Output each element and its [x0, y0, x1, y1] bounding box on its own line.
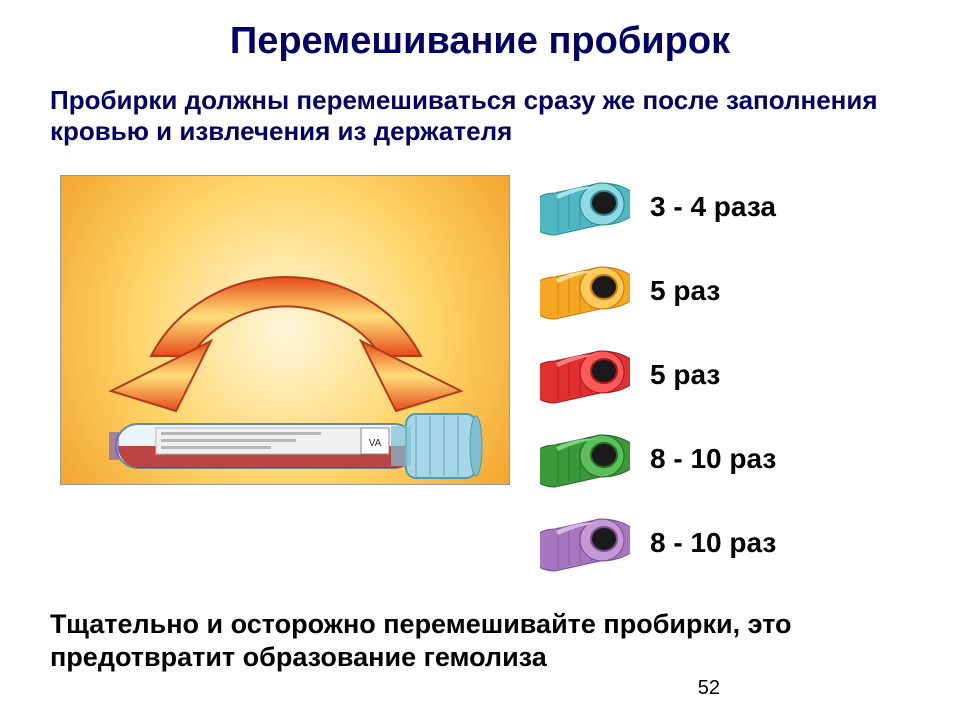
- footer-text: Тщательно и осторожно перемешивайте проб…: [50, 608, 910, 676]
- slide-subtitle: Пробирки должны перемешиваться сразу же …: [50, 85, 910, 147]
- tube-cap-icon: [540, 259, 630, 323]
- mixing-illustration: VA: [60, 175, 510, 485]
- slide-title: Перемешивание пробирок: [0, 20, 960, 63]
- tube-cap-icon: [540, 175, 630, 239]
- cap-label: 5 раз: [650, 359, 720, 391]
- tube-cap-icon: [540, 343, 630, 407]
- cap-label: 3 - 4 раза: [650, 191, 776, 223]
- cap-row: 8 - 10 раз: [540, 511, 940, 575]
- cap-list: 3 - 4 раза 5 раз 5 раз 8 - 10 раз 8 - 10 раз: [540, 175, 940, 595]
- cap-row: 5 раз: [540, 259, 940, 323]
- cap-label: 8 - 10 раз: [650, 527, 776, 559]
- cap-row: 5 раз: [540, 343, 940, 407]
- cap-row: 3 - 4 раза: [540, 175, 940, 239]
- cap-label: 8 - 10 раз: [650, 443, 776, 475]
- cap-label: 5 раз: [650, 275, 720, 307]
- tube-cap-icon: [540, 511, 630, 575]
- tube-cap-icon: [540, 427, 630, 491]
- page-number: 52: [698, 677, 720, 700]
- svg-text:VA: VA: [369, 438, 382, 449]
- cap-row: 8 - 10 раз: [540, 427, 940, 491]
